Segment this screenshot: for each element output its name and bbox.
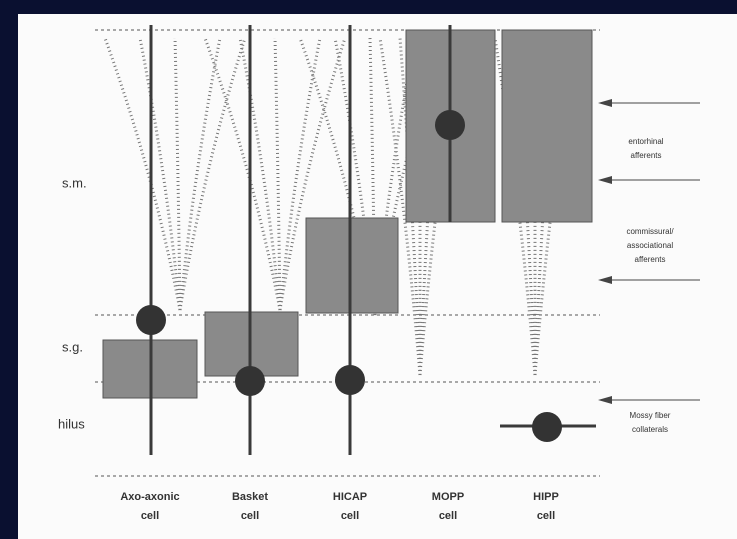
dendrite [533,37,577,376]
dendrite [513,37,537,376]
dendrite [533,37,557,376]
cell-label: cell [341,510,359,522]
cell-label: cell [141,510,159,522]
dendrite [238,37,282,311]
cell-label: cell [537,510,555,522]
arrowhead [598,276,612,284]
afferent-label: entorhinal [628,137,663,146]
afferent-label: afferents [631,151,662,160]
soma [335,365,365,395]
cell-label: cell [241,510,259,522]
dendrite [278,37,322,311]
dendrite [138,37,182,311]
axon-field [501,29,593,223]
arrowhead [598,396,612,404]
afferent-label: afferents [635,255,666,264]
cell-label: HIPP [533,491,559,503]
soma [235,366,265,396]
afferent-label: associational [627,241,673,250]
dendrite [173,37,182,311]
dendrite [333,37,377,316]
dendrite [278,37,347,311]
dendrite [178,37,222,311]
cell-label: MOPP [432,491,464,503]
dendrite [203,37,282,311]
dendrite [273,37,282,311]
dendrite [418,37,442,376]
arrowhead [598,99,612,107]
dendrite [103,37,182,311]
dendrite [418,37,462,376]
layer-label: hilus [58,416,85,431]
arrowhead [598,176,612,184]
cell-label: Basket [232,491,268,503]
dendrite [178,37,247,311]
afferent-label: Mossy fiber [630,411,671,420]
soma [136,305,166,335]
dendrite [493,37,537,376]
afferent-label: collaterals [632,425,668,434]
soma [435,110,465,140]
afferent-label: commissural/ [626,227,674,236]
layer-label: s.m. [62,175,87,190]
dendrite [378,37,422,376]
axon-field [305,217,399,314]
cell-label: HICAP [333,491,367,503]
cell-label: cell [439,510,457,522]
soma [532,412,562,442]
cell-label: Axo-axonic [120,491,179,503]
dendrite [398,37,422,376]
layer-label: s.g. [62,339,83,354]
